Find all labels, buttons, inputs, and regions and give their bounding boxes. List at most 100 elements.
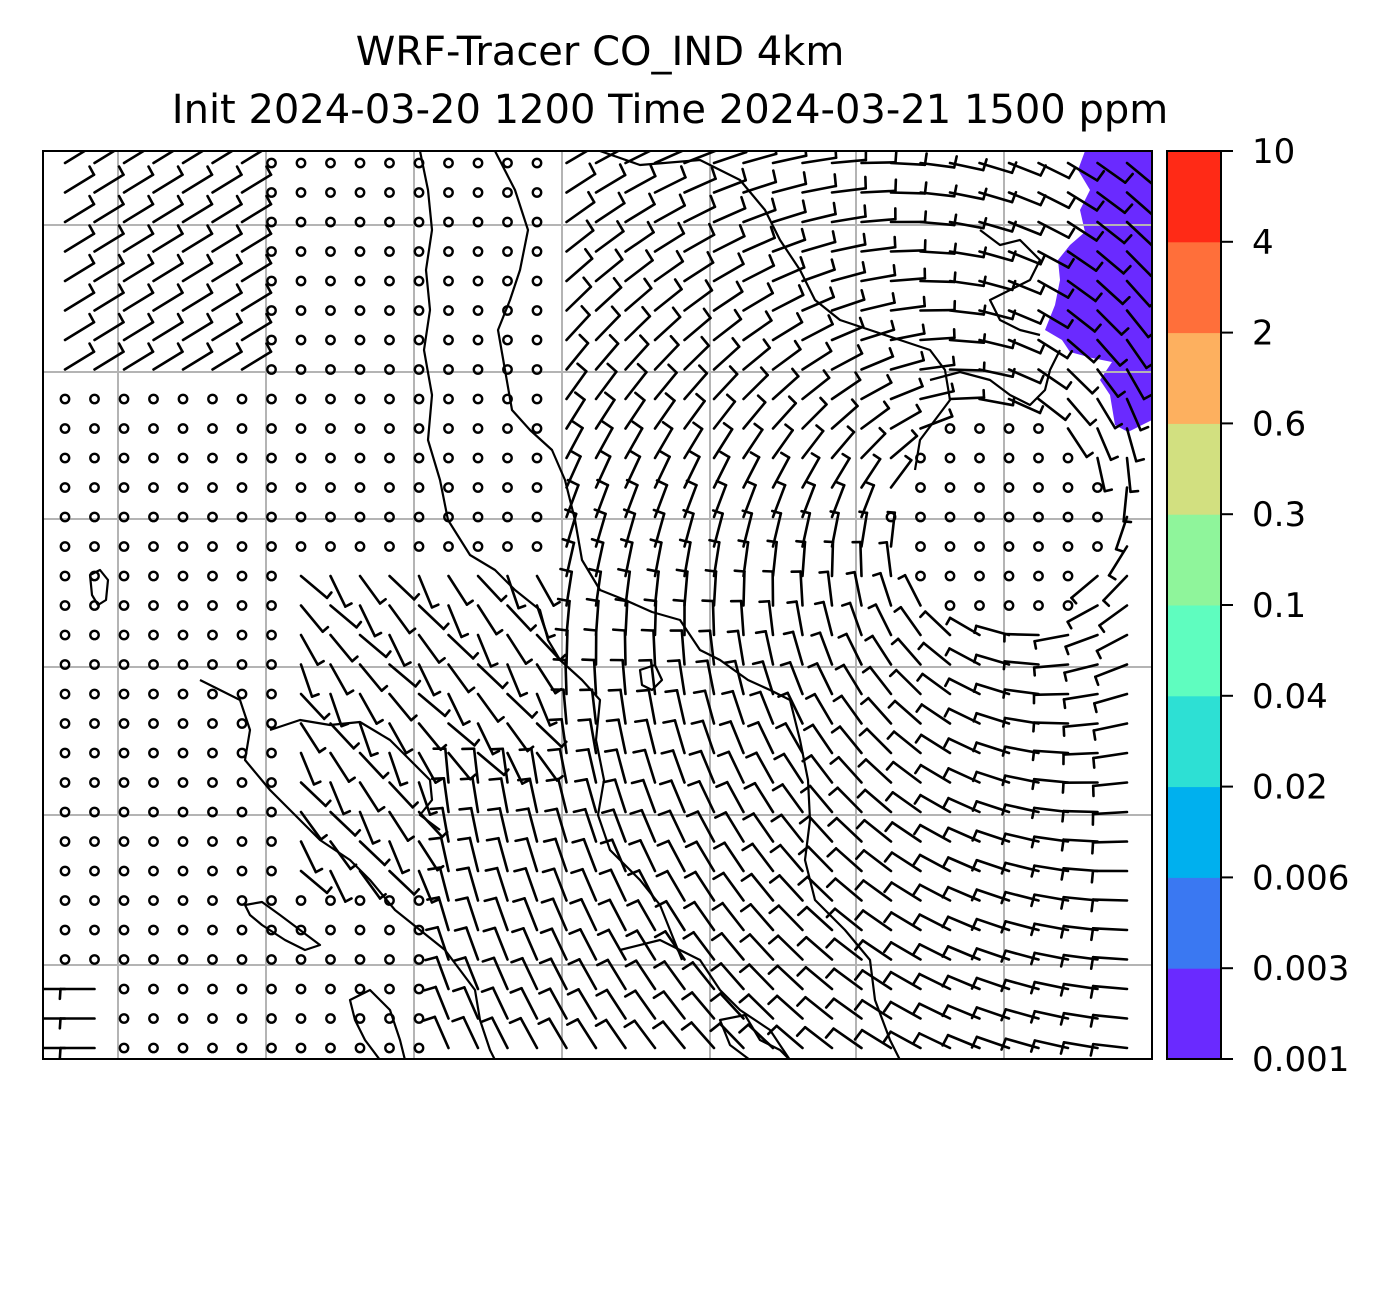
wind-barb-flag: [442, 622, 450, 631]
wind-barb: [777, 691, 804, 725]
calm-wind-marker: [354, 511, 366, 523]
wind-barb-flag: [573, 777, 589, 783]
wind-barb: [712, 365, 739, 401]
calm-wind-marker: [325, 275, 336, 287]
wind-barb-flag: [766, 539, 778, 544]
calm-wind-marker: [295, 452, 307, 464]
wind-barb-shaft: [860, 301, 896, 312]
wind-barb-flag: [793, 339, 802, 351]
wind-barb: [93, 194, 125, 224]
wind-barb-shaft: [497, 836, 509, 873]
wind-barb-shaft: [677, 659, 686, 696]
calm-wind-marker: [502, 452, 513, 464]
wind-barb: [941, 945, 981, 961]
wind-barb-shaft: [815, 662, 834, 696]
wind-barb-shaft: [862, 849, 893, 873]
wind-barb-shaft: [653, 427, 674, 460]
wind-barb-flag: [795, 1025, 807, 1038]
wind-barb: [388, 574, 421, 601]
wind-barb: [388, 692, 418, 722]
calm-wind-marker: [1033, 482, 1044, 493]
calm-wind-marker: [413, 1042, 425, 1054]
wind-barb-shaft: [978, 161, 1014, 175]
wind-barb-shaft: [530, 747, 539, 784]
wind-barb-shaft: [759, 690, 775, 725]
wind-barb-shaft: [240, 232, 273, 253]
wind-barb-flag: [355, 620, 363, 629]
wind-barb-flag: [552, 600, 561, 607]
wind-barb-shaft: [739, 599, 745, 637]
wind-barb-shaft: [493, 926, 509, 961]
wind-barb: [93, 342, 125, 371]
wind-barb: [913, 793, 952, 814]
wind-barb-flag: [147, 224, 155, 236]
wind-barb: [122, 165, 155, 194]
wind-barb-flag: [467, 686, 476, 694]
wind-barb-flag: [580, 305, 591, 317]
wind-barb: [479, 1016, 509, 1050]
wind-barb: [916, 672, 952, 696]
calm-wind-marker: [59, 570, 71, 582]
wind-barb-shaft: [748, 933, 775, 961]
wind-barb-shaft: [523, 897, 539, 932]
wind-barb-shaft: [565, 426, 584, 460]
wind-barb-flag: [971, 858, 979, 872]
wind-barb: [358, 692, 384, 725]
wind-barb: [181, 312, 214, 342]
calm-wind-marker: [266, 629, 277, 641]
wind-barb: [624, 362, 648, 401]
graticule: [43, 151, 1152, 1059]
wind-barb-flag: [495, 628, 504, 636]
calm-wind-marker: [472, 511, 484, 523]
wind-barb-flag: [594, 1018, 608, 1027]
wind-barb-flag: [427, 866, 442, 871]
wind-barb: [537, 1017, 568, 1050]
wind-barb-shaft: [680, 629, 686, 666]
wind-barb: [771, 312, 804, 342]
calm-wind-marker: [177, 747, 189, 759]
calm-wind-marker: [443, 452, 454, 464]
wind-barb: [565, 305, 591, 342]
wind-barb-shaft: [181, 232, 214, 253]
calm-wind-marker: [148, 423, 159, 434]
colorbar-tick-label: 0.006: [1252, 858, 1349, 898]
wind-barb-shaft: [742, 264, 776, 283]
wind-barb-flag: [890, 637, 900, 646]
wind-barb: [211, 342, 243, 371]
wind-barb-flag: [890, 319, 896, 332]
calm-wind-marker: [177, 570, 189, 582]
wind-barb-shaft: [729, 720, 745, 755]
wind-barb-shaft: [835, 816, 863, 843]
wind-barb-shaft: [1096, 397, 1117, 430]
wind-barb: [712, 151, 748, 165]
wind-barb-flag: [511, 927, 525, 934]
wind-barb-flag: [569, 449, 582, 458]
wind-barb-shaft: [764, 629, 775, 666]
calm-wind-marker: [325, 157, 336, 169]
wind-barb-flag: [117, 312, 125, 324]
wind-barb-flag: [692, 421, 704, 431]
wind-barb: [889, 267, 927, 283]
wind-barb-flag: [923, 181, 928, 195]
wind-barb: [830, 175, 868, 194]
wind-barb: [771, 227, 807, 253]
wind-barb: [122, 151, 147, 165]
wind-barb: [565, 219, 595, 253]
wind-barb: [914, 763, 952, 784]
wind-barb-shaft: [918, 883, 952, 902]
calm-wind-marker: [59, 747, 71, 759]
wind-barb-shaft: [1032, 749, 1070, 755]
wind-barb: [594, 163, 627, 194]
wind-barb-shaft: [653, 315, 682, 342]
wind-barb-flag: [948, 408, 954, 418]
calm-wind-marker: [177, 924, 189, 936]
wind-barb-shaft: [742, 180, 778, 194]
wind-barb-shaft: [742, 208, 777, 224]
calm-wind-marker: [266, 570, 277, 582]
wind-barb-flag: [1142, 393, 1152, 401]
wind-barb-shaft: [1007, 397, 1042, 415]
wind-barb-shaft: [1007, 220, 1042, 236]
wind-barb-flag: [483, 896, 498, 903]
calm-wind-marker: [295, 895, 307, 906]
wind-barb-shaft: [1066, 368, 1094, 395]
